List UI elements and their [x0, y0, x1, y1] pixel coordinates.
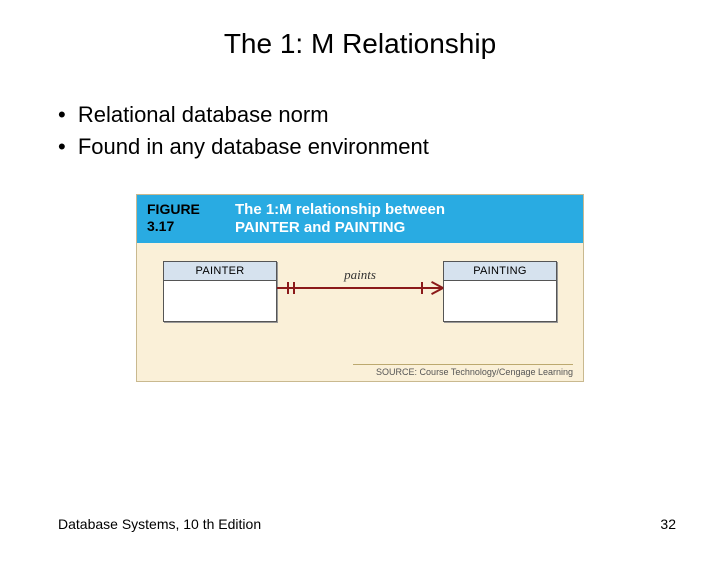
bullet-list: Relational database norm Found in any da…: [58, 102, 720, 160]
figure-frame: FIGURE 3.17 The 1:M relationship between…: [136, 194, 584, 382]
page-number: 32: [660, 516, 676, 532]
figure-titlebar: FIGURE 3.17 The 1:M relationship between…: [137, 195, 583, 243]
figure-caption: The 1:M relationship between PAINTER and…: [225, 195, 583, 243]
figure-caption-line2: PAINTER and PAINTING: [235, 219, 573, 237]
entity-painting-body: [444, 281, 556, 321]
page-title: The 1: M Relationship: [0, 28, 720, 60]
figure-container: FIGURE 3.17 The 1:M relationship between…: [136, 194, 584, 382]
figure-source: SOURCE: Course Technology/Cengage Learni…: [353, 364, 573, 377]
bullet-item: Found in any database environment: [58, 134, 720, 160]
relation-line: [277, 287, 443, 289]
entity-painter-body: [164, 281, 276, 321]
figure-caption-line1: The 1:M relationship between: [235, 201, 573, 219]
figure-label-line2: 3.17: [147, 218, 215, 235]
one-cardinality-tick: [287, 282, 289, 294]
figure-number: FIGURE 3.17: [137, 195, 225, 243]
footer-text: Database Systems, 10 th Edition: [58, 516, 261, 532]
er-diagram: PAINTER PAINTING paints SOURCE: Course T…: [137, 243, 583, 381]
figure-label-line1: FIGURE: [147, 201, 215, 218]
bullet-item: Relational database norm: [58, 102, 720, 128]
relation-label: paints: [137, 267, 583, 283]
one-cardinality-tick: [293, 282, 295, 294]
many-cardinality-tick: [421, 282, 423, 294]
